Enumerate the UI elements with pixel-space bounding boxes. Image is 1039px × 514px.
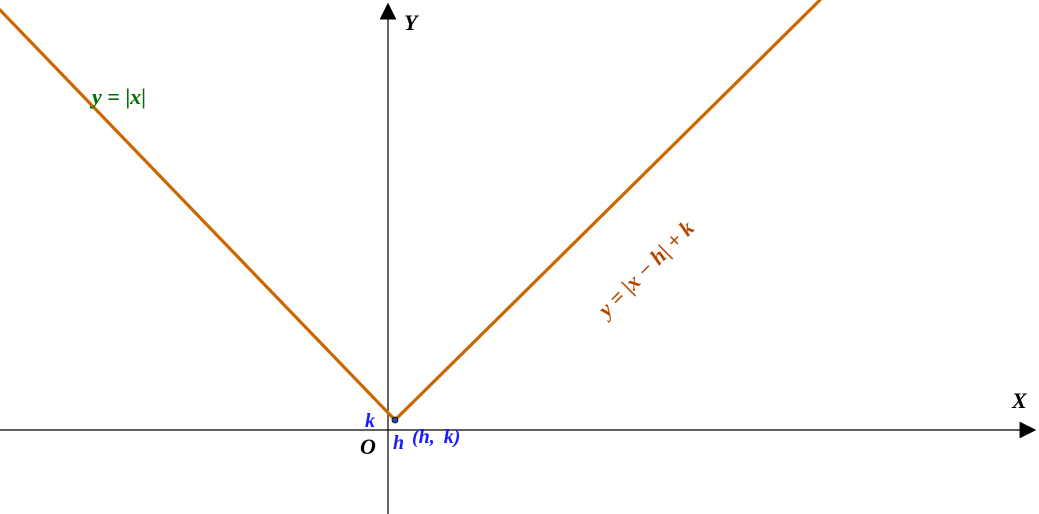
label-h: h: [393, 432, 404, 455]
label-y-abs-x: y = |x|: [92, 84, 146, 110]
curve-left: [0, 10, 395, 420]
chart-stage: XYOy = |x|y = |x − h| + khk(h, k): [0, 0, 1039, 514]
curve-right: [395, 0, 820, 420]
label-k: k: [365, 410, 375, 433]
label-hk: (h, k): [412, 426, 460, 449]
vertex-point: [392, 417, 398, 423]
y-axis-label: Y: [404, 10, 417, 36]
chart-svg: [0, 0, 1039, 514]
x-axis-label: X: [1012, 388, 1027, 414]
origin-label: O: [360, 434, 376, 460]
